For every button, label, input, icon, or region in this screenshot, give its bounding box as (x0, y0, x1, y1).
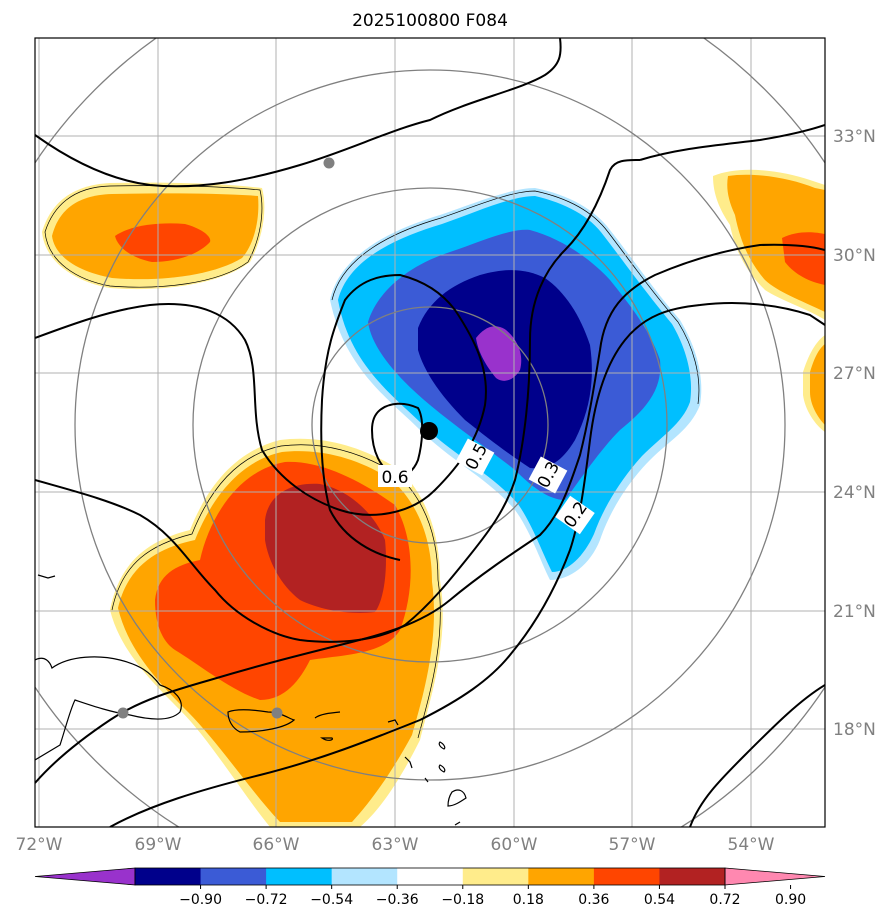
longitude-labels: 72°W 69°W 66°W 63°W 60°W 57°W 54°W (16, 835, 775, 855)
colorbar-segment (266, 868, 333, 885)
station-marker-north (323, 157, 335, 169)
colorbar-tick-label: −0.90 (179, 892, 222, 908)
colorbar-segment (462, 868, 529, 885)
lat-label: 27°N (833, 364, 876, 384)
range-rings (35, 38, 825, 827)
lat-label: 30°N (833, 246, 876, 266)
colorbar-tick-label: −0.18 (441, 892, 484, 908)
contour-lines (35, 38, 825, 827)
shading-outlines (44, 185, 700, 739)
colorbar-tick-label: 0.72 (709, 892, 740, 908)
colorbar-segment (200, 868, 267, 885)
graticule (35, 38, 825, 827)
lat-label: 24°N (833, 483, 876, 503)
colorbar-extend-high (724, 867, 826, 886)
colorbar: −0.90 −0.72 −0.54 −0.36 −0.18 0.18 0.36 0.54 0.7… (34, 867, 826, 908)
colorbar-segment (135, 868, 202, 885)
map-frame (34, 37, 826, 828)
colorbar-tick-label: 0.54 (644, 892, 675, 908)
colorbar-tick-label: −0.72 (245, 892, 288, 908)
map-area: 0.6 0.5 0.3 0.2 (35, 38, 825, 827)
lat-label: 33°N (833, 127, 876, 147)
colorbar-segment (528, 868, 595, 885)
colorbar-segment (659, 868, 726, 885)
station-marker-south (271, 707, 283, 719)
coastlines (35, 574, 467, 826)
lat-label: 18°N (833, 720, 876, 740)
colorbar-frame (134, 867, 726, 886)
lon-label: 72°W (16, 835, 63, 855)
colorbar-extend-low (34, 867, 136, 886)
colorbar-tick-label: −0.36 (376, 892, 419, 908)
colorbar-segment (397, 868, 464, 885)
lon-label: 60°W (491, 835, 538, 855)
storm-center-marker (420, 422, 438, 440)
contour-label-0-6: 0.6 (381, 468, 408, 488)
lat-label: 21°N (833, 602, 876, 622)
station-markers (117, 157, 335, 719)
colorbar-tick-label: 0.18 (513, 892, 544, 908)
lon-label: 57°W (609, 835, 656, 855)
colorbar-tick-label: −0.54 (310, 892, 353, 908)
latitude-labels: 33°N 30°N 27°N 24°N 21°N 18°N (833, 127, 876, 740)
colorbar-segment (331, 868, 398, 885)
colorbar-segment (593, 868, 660, 885)
positive-anomaly-northwest (42, 182, 265, 290)
lon-label: 66°W (253, 835, 300, 855)
colorbar-tick-label: 0.90 (775, 892, 806, 908)
lon-label: 63°W (372, 835, 419, 855)
figure-title: 2025100800 F084 (352, 11, 508, 31)
lon-label: 54°W (728, 835, 775, 855)
colorbar-tick-label: 0.36 (578, 892, 609, 908)
station-marker-west (117, 707, 129, 719)
lon-label: 69°W (135, 835, 182, 855)
